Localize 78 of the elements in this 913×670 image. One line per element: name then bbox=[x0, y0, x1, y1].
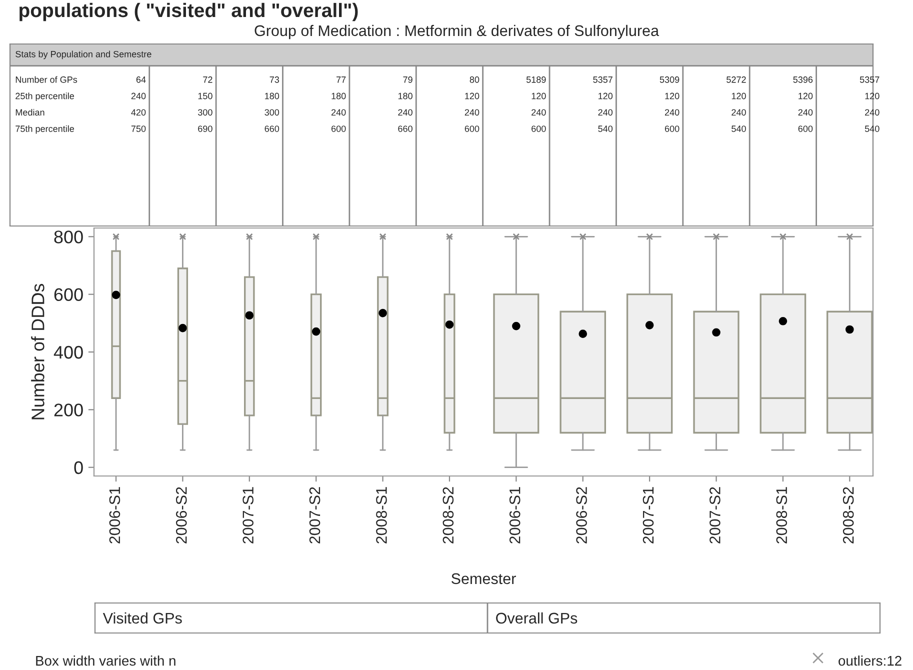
y-tick-label: 200 bbox=[54, 404, 83, 416]
text: 150 bbox=[198, 92, 212, 100]
text: 75th percentile bbox=[16, 125, 74, 134]
text: 120 bbox=[532, 92, 546, 100]
text: Stats by Population and Semestre bbox=[16, 50, 152, 60]
y-tick-label: 400 bbox=[54, 346, 83, 359]
text: 240 bbox=[464, 109, 480, 116]
text: 120 bbox=[798, 92, 813, 100]
text: 120 bbox=[665, 92, 680, 100]
text: 64 bbox=[136, 76, 146, 83]
text: 660 bbox=[398, 126, 412, 132]
text: 240 bbox=[332, 109, 346, 116]
text: 5272 bbox=[726, 76, 746, 83]
text: 79 bbox=[403, 76, 412, 83]
text: 72 bbox=[203, 76, 212, 83]
x-tick-label: 2008-S1 bbox=[376, 487, 387, 544]
x-tick-label: 2007-S1 bbox=[642, 487, 654, 544]
text: Box width varies with n bbox=[36, 656, 176, 666]
text: Number of GPs bbox=[16, 76, 78, 83]
x-tick-label: 2008-S2 bbox=[442, 487, 454, 544]
text: 80 bbox=[470, 76, 480, 83]
text: outliers:12 bbox=[838, 656, 902, 666]
text: 420 bbox=[131, 109, 146, 116]
text: 240 bbox=[798, 109, 813, 116]
text: 5396 bbox=[793, 76, 813, 83]
x-tick-label: 2007-S1 bbox=[242, 487, 254, 544]
text: 5309 bbox=[660, 76, 680, 83]
x-tick-label: 2006-S1 bbox=[509, 487, 520, 544]
y-tick-label: 800 bbox=[54, 230, 83, 244]
text: 540 bbox=[864, 126, 880, 132]
x-tick-label: 2008-S2 bbox=[842, 487, 854, 544]
text: 240 bbox=[532, 109, 546, 116]
text: 120 bbox=[732, 92, 746, 100]
text: Visited GPs bbox=[102, 612, 182, 624]
x-tick-label: 2007-S2 bbox=[710, 487, 720, 544]
text: Overall GPs bbox=[496, 612, 578, 624]
text: 240 bbox=[398, 109, 412, 116]
x-tick-label: 2006-S1 bbox=[109, 487, 120, 544]
x-tick-label: 2006-S2 bbox=[176, 487, 187, 544]
y-tick-label: 0 bbox=[74, 461, 83, 474]
x-tick-label: 2006-S2 bbox=[576, 487, 587, 544]
text: 180 bbox=[265, 92, 280, 100]
x-axis-title: Semester bbox=[452, 573, 516, 584]
text: 240 bbox=[732, 109, 746, 116]
text: 5189 bbox=[526, 76, 546, 83]
text: 600 bbox=[332, 126, 346, 132]
text: 73 bbox=[270, 76, 280, 83]
text: 120 bbox=[865, 92, 880, 100]
text: 5357 bbox=[860, 76, 880, 83]
x-tick-label: 2007-S2 bbox=[309, 487, 320, 544]
text: 540 bbox=[732, 126, 746, 132]
text: 600 bbox=[798, 126, 813, 132]
text: 120 bbox=[465, 92, 480, 100]
text: 660 bbox=[264, 126, 280, 132]
chart-title: populations ( "visited" and "overall") bbox=[20, 2, 358, 22]
text: 750 bbox=[131, 126, 146, 132]
y-axis-title: Number of DDDs bbox=[31, 284, 44, 420]
text: Median bbox=[16, 108, 44, 116]
text: 180 bbox=[398, 92, 412, 100]
text: 25th percentile bbox=[16, 92, 74, 101]
text: 540 bbox=[598, 126, 613, 132]
text: 77 bbox=[336, 76, 346, 83]
text: 240 bbox=[598, 109, 613, 116]
text: 120 bbox=[598, 92, 613, 100]
text: 180 bbox=[332, 92, 346, 100]
text: 300 bbox=[264, 109, 280, 116]
text: 240 bbox=[664, 109, 680, 116]
text: 5357 bbox=[593, 76, 612, 83]
y-tick-label: 600 bbox=[54, 288, 83, 302]
text: 240 bbox=[131, 92, 146, 100]
chart-subtitle: Group of Medication : Metformin & derivates of Sulfonylurea bbox=[254, 24, 660, 40]
text: 690 bbox=[198, 126, 212, 132]
x-tick-label: 2008-S1 bbox=[776, 487, 788, 544]
text: 600 bbox=[664, 126, 680, 132]
text: 600 bbox=[464, 126, 480, 132]
text: 600 bbox=[532, 126, 546, 132]
text: 240 bbox=[865, 109, 880, 116]
text: 300 bbox=[198, 109, 212, 116]
